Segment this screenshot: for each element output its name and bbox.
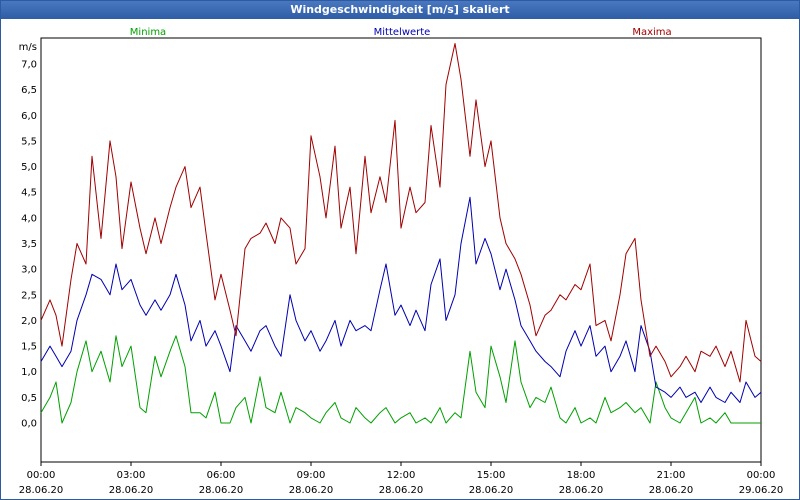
x-tick-time: 00:00 <box>27 470 56 481</box>
y-tick-label: 2,0 <box>21 316 37 327</box>
x-tick-date: 29.06.20 <box>739 485 784 496</box>
chart-svg: 0,0 0,5 1,0 1,5 2,0 2,5 3,0 3,5 4,0 4,5 5,0 5,5 6,0 6… <box>19 27 784 496</box>
x-tick-time: 00:00 <box>747 470 776 481</box>
chart-series <box>40 43 762 424</box>
y-tick-label: 0,0 <box>21 419 37 430</box>
series-line-minima <box>40 335 761 424</box>
x-tick-time: 03:00 <box>117 470 146 481</box>
y-tick-label: 4,0 <box>21 213 37 224</box>
chart-labels: 0,0 0,5 1,0 1,5 2,0 2,5 3,0 3,5 4,0 4,5 5,0 5,5 6,0 6… <box>19 42 784 496</box>
y-tick-label: 6,0 <box>21 111 37 122</box>
y-tick-label: 1,0 <box>21 367 37 378</box>
x-tick-date: 28.06.20 <box>289 485 334 496</box>
chart-axes <box>40 37 762 466</box>
y-tick-label: 3,0 <box>21 265 37 276</box>
y-tick-label: 2,5 <box>21 290 37 301</box>
x-tick-date: 28.06.20 <box>199 485 244 496</box>
y-tick-label: 3,5 <box>21 239 37 250</box>
y-tick-label: 5,5 <box>21 136 37 147</box>
y-tick-label: 0,5 <box>21 393 37 404</box>
legend-mittelwerte: Mittelwerte <box>374 27 431 38</box>
y-tick-label: 5,0 <box>21 162 37 173</box>
x-tick-time: 06:00 <box>207 470 236 481</box>
x-tick-date: 28.06.20 <box>379 485 424 496</box>
x-tick-date: 28.06.20 <box>469 485 514 496</box>
plot-area <box>40 37 762 463</box>
y-tick-label: 1,5 <box>21 342 37 353</box>
x-tick-date: 28.06.20 <box>19 485 64 496</box>
chart-legend: Minima Mittelwerte Maxima <box>130 27 672 38</box>
series-line-maxima <box>40 43 762 383</box>
y-tick-label: 7,0 <box>21 60 37 71</box>
y-tick-label: 6,5 <box>21 85 37 96</box>
x-tick-date: 28.06.20 <box>109 485 154 496</box>
x-tick-time: 15:00 <box>477 470 506 481</box>
legend-maxima: Maxima <box>632 27 671 38</box>
x-tick-time: 12:00 <box>387 470 416 481</box>
legend-minima: Minima <box>130 27 166 38</box>
y-axis-label: m/s <box>19 42 37 53</box>
x-tick-time: 21:00 <box>657 470 686 481</box>
y-tick-label: 4,5 <box>21 188 37 199</box>
x-tick-time: 18:00 <box>567 470 596 481</box>
x-tick-date: 28.06.20 <box>649 485 694 496</box>
series-line-mittelwerte <box>40 196 762 403</box>
x-tick-time: 09:00 <box>297 470 326 481</box>
x-tick-date: 28.06.20 <box>559 485 604 496</box>
window-title: Windgeschwindigkeit [m/s] skaliert <box>1 1 799 19</box>
